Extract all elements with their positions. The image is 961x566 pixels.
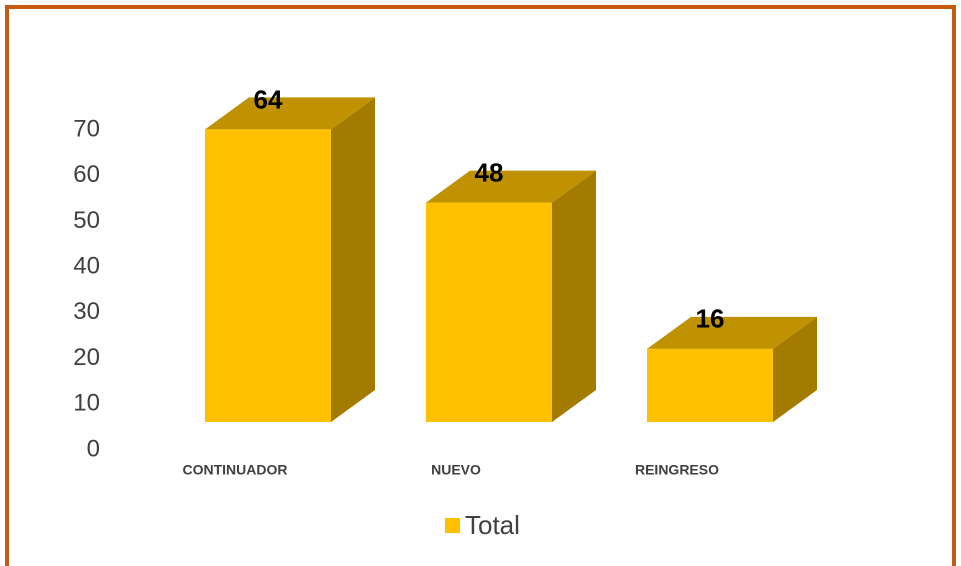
y-tick-label: 30 — [73, 298, 100, 325]
bar-side — [773, 316, 817, 422]
bar-side — [552, 170, 596, 422]
frame — [5, 5, 956, 566]
legend-label: Total — [465, 510, 520, 540]
bar-side — [331, 97, 375, 422]
data-label: 48 — [475, 157, 504, 187]
data-label: 16 — [696, 304, 725, 334]
y-tick-label: 50 — [73, 207, 100, 234]
legend-swatch — [445, 518, 460, 533]
x-tick-label: REINGRESO — [635, 462, 719, 478]
x-tick-label: NUEVO — [431, 462, 481, 478]
bar — [205, 129, 331, 422]
y-tick-label: 60 — [73, 161, 100, 188]
y-tick-label: 20 — [73, 344, 100, 371]
bar-top — [647, 316, 817, 349]
bar — [426, 202, 552, 422]
y-tick-label: 70 — [73, 115, 100, 142]
y-tick-label: 40 — [73, 252, 100, 279]
bar-top — [426, 170, 596, 203]
y-tick-label: 10 — [73, 390, 100, 417]
y-tick-label: 0 — [87, 435, 100, 462]
x-tick-label: CONTINUADOR — [183, 462, 288, 478]
data-label: 64 — [254, 84, 283, 114]
bar-top — [205, 97, 375, 130]
bar — [647, 348, 773, 422]
